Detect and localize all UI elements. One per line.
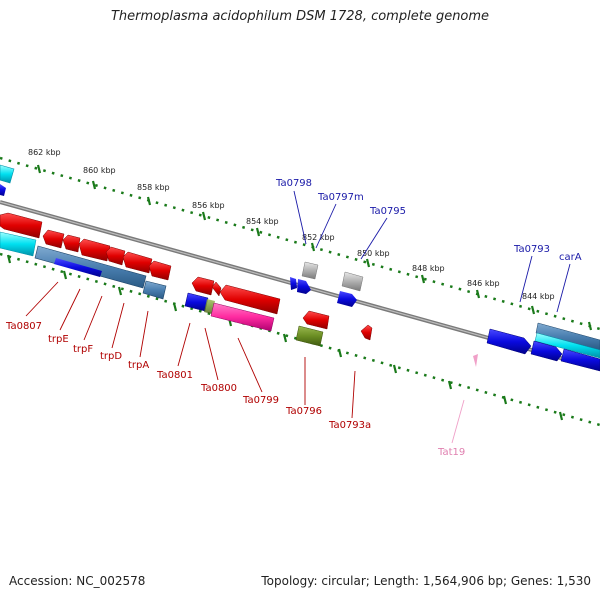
kbp-label: 850 kbp [357,249,390,258]
kbp-labels: 862 kbp 860 kbp 858 kbp 856 kbp 854 kbp … [28,148,555,301]
reverse-cds-feature[interactable] [78,238,111,262]
gene-label: Ta0799 [242,395,279,406]
grey-feature[interactable] [301,261,319,280]
forward-cds-feature[interactable] [184,292,209,312]
forward-cds-feature[interactable] [337,291,357,307]
reverse-cds-feature[interactable] [122,251,153,274]
reverse-cds-feature[interactable] [219,284,281,315]
operon-feature[interactable] [142,280,167,300]
gene-label: trpD [100,351,122,362]
gene-label: trpA [128,360,149,371]
gene-label: Ta0801 [156,370,193,381]
map-title: Thermoplasma acidophilum DSM 1728, compl… [110,9,490,24]
forward-cds-feature[interactable] [297,279,311,294]
kbp-label: 852 kbp [302,233,335,242]
forward-cds-feature[interactable] [290,277,297,290]
kbp-label: 856 kbp [192,201,225,210]
accession-text: Accession: NC_002578 [9,574,146,588]
gene-label: Ta0797m [317,192,364,203]
reverse-major-ticks [6,254,564,421]
forward-leader-lines [293,190,571,313]
forward-cds-feature[interactable] [0,164,15,184]
forward-cds-feature[interactable] [560,348,600,372]
reverse-cds-feature[interactable] [191,276,215,296]
gene-label: trpF [73,344,93,355]
reverse-cds-feature[interactable] [105,246,126,266]
forward-cds-feature[interactable] [0,184,6,196]
olive-feature[interactable] [295,325,324,347]
grey-feature[interactable] [341,271,364,292]
reverse-cds-feature[interactable] [42,229,65,249]
gene-label: Ta0793a [328,420,371,431]
operon-block[interactable] [0,231,167,300]
gene-label: Ta0795 [369,206,406,217]
gene-label: Ta0793 [513,244,550,255]
forward-cds-feature[interactable] [530,340,563,362]
reverse-leader-lines [25,281,356,419]
gene-label: Ta0798 [275,178,312,189]
kbp-label: 844 kbp [522,292,555,301]
pink-feature[interactable] [210,302,275,332]
forward-cds-feature[interactable] [486,328,532,355]
gene-label: Ta0796 [285,406,322,417]
gene-label: trpE [48,334,69,345]
operon-feature[interactable] [535,322,600,351]
genome-summary-text: Topology: circular; Length: 1,564,906 bp… [261,574,591,588]
forward-major-ticks [36,164,593,331]
reverse-cds-feature[interactable] [0,212,43,239]
kbp-label: 848 kbp [412,264,445,273]
reverse-cds-feature[interactable] [62,234,81,253]
reverse-cds-feature[interactable] [302,310,330,330]
operon-feature[interactable] [34,245,147,289]
reverse-cds-feature[interactable] [360,324,373,341]
trna-leader-line [451,399,465,444]
gene-label: Ta0800 [200,383,237,394]
reverse-cds-feature[interactable] [211,281,222,297]
kbp-label: 858 kbp [137,183,170,192]
cyan-feature[interactable] [0,231,37,257]
cyan-feature[interactable] [534,332,600,359]
gene-label: carA [559,252,582,263]
kbp-label: 846 kbp [467,279,500,288]
kbp-label: 862 kbp [28,148,61,157]
trna-feature[interactable] [473,354,478,367]
gene-label: Tat19 [437,447,465,458]
forward-gene-labels: Ta0798 Ta0797m Ta0795 Ta0793 carA [275,178,582,263]
gene-label: Ta0807 [5,321,42,332]
forward-cds-feature[interactable] [54,258,102,277]
kbp-label: 860 kbp [83,166,116,175]
reverse-strand-genes[interactable] [0,212,373,341]
kbp-label: 854 kbp [246,217,279,226]
reverse-gene-labels: Ta0807 trpE trpF trpD trpA Ta0801 Ta0800… [5,321,371,431]
reverse-cds-feature[interactable] [148,260,172,281]
